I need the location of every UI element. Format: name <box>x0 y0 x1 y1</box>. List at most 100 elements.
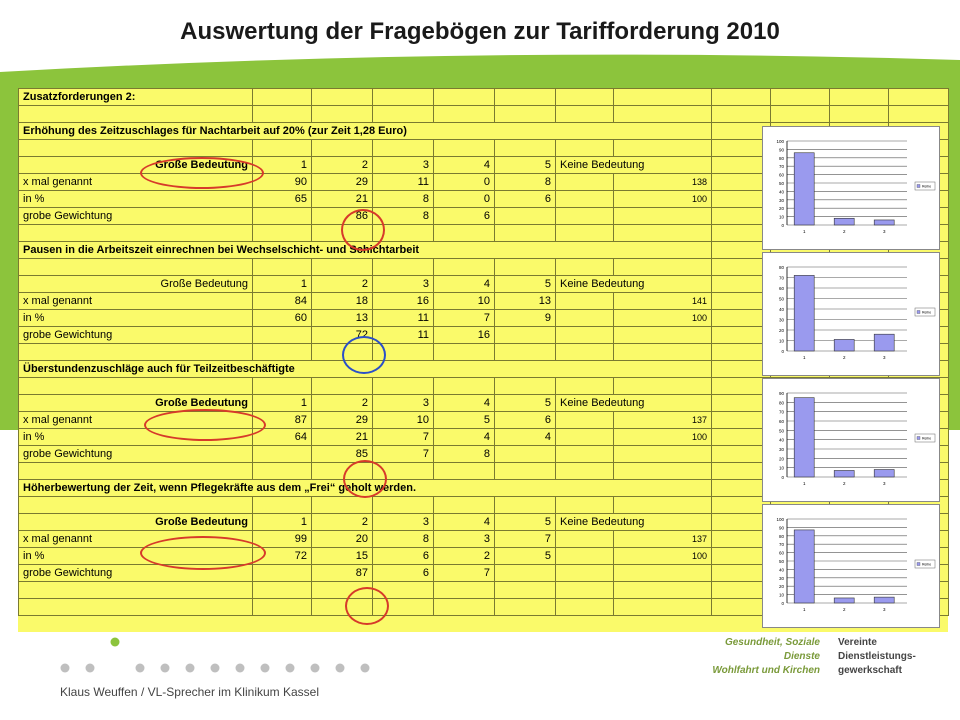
empty-cell <box>252 598 312 616</box>
empty-cell <box>613 326 712 344</box>
empty-cell <box>311 462 373 480</box>
empty-cell <box>252 139 312 157</box>
bar <box>833 217 855 226</box>
y-tick-label: 100 <box>776 139 784 144</box>
weighting-label: grobe Gewichtung <box>18 207 253 225</box>
empty-cell <box>613 581 712 599</box>
empty-cell <box>372 105 434 123</box>
empty-cell <box>494 258 556 276</box>
weighting-value: 85 <box>311 445 373 463</box>
count-label: x mal genannt <box>18 173 253 191</box>
none-label: Keine Bedeutung <box>555 275 712 293</box>
scale-value: 2 <box>311 156 373 174</box>
empty-cell <box>433 598 495 616</box>
y-tick-label: 20 <box>779 584 785 589</box>
count-label: x mal genannt <box>18 292 253 310</box>
empty-cell <box>555 377 614 395</box>
empty-cell <box>18 377 253 395</box>
empty-cell <box>613 105 712 123</box>
y-tick-label: 50 <box>779 181 785 186</box>
empty-cell <box>555 139 614 157</box>
empty-cell <box>252 207 312 225</box>
legend-box <box>914 307 936 317</box>
empty-cell <box>372 581 434 599</box>
percent-total: 100 <box>613 309 712 327</box>
empty-cell <box>494 581 556 599</box>
empty-cell <box>555 326 614 344</box>
weighting-value: 11 <box>372 326 434 344</box>
empty-cell <box>18 105 253 123</box>
empty-cell <box>252 343 312 361</box>
empty-cell <box>433 581 495 599</box>
y-tick-label: 40 <box>779 307 785 312</box>
scale-value: 3 <box>372 394 434 412</box>
empty-cell <box>18 343 253 361</box>
y-tick-label: 30 <box>779 318 785 323</box>
y-tick-label: 50 <box>779 559 785 564</box>
empty-cell <box>555 173 614 191</box>
scale-label: Große Bedeutung <box>18 275 253 293</box>
empty-cell <box>555 88 614 106</box>
y-tick-label: 70 <box>779 410 785 415</box>
x-tick-label: 3 <box>883 481 886 486</box>
none-label: Keine Bedeutung <box>555 156 712 174</box>
y-tick-label: 50 <box>779 428 785 433</box>
weighting-value: 86 <box>311 207 373 225</box>
empty-cell <box>613 139 712 157</box>
percent-value: 6 <box>494 190 556 208</box>
percent-total: 100 <box>613 190 712 208</box>
y-tick-label: 30 <box>779 576 785 581</box>
mini-bar-chart-2: 80 70 60 50 40 30 20 10 0 1 2 3 Reihe <box>762 252 940 376</box>
bar <box>793 152 815 226</box>
empty-cell <box>494 598 556 616</box>
brand-department: Gesundheit, Soziale Dienste Wohlfahrt un… <box>688 636 820 678</box>
empty-cell <box>311 105 373 123</box>
percent-total: 100 <box>613 428 712 446</box>
y-tick-label: 100 <box>776 517 784 522</box>
count-value: 6 <box>494 411 556 429</box>
scale-value: 1 <box>252 513 312 531</box>
scale-row: Große Bedeutung 1 2 3 4 5 Keine Bedeutung <box>18 394 949 412</box>
scale-value: 1 <box>252 156 312 174</box>
verdi-brand-block: Gesundheit, Soziale Dienste Wohlfahrt un… <box>688 636 948 680</box>
scale-value: 4 <box>433 275 495 293</box>
empty-cell <box>770 105 830 123</box>
y-tick-label: 0 <box>781 223 784 228</box>
y-tick-label: 0 <box>781 475 784 480</box>
empty-cell <box>433 462 495 480</box>
empty-cell <box>311 224 373 242</box>
count-value: 11 <box>372 173 434 191</box>
percent-value: 21 <box>311 190 373 208</box>
percent-label: in % <box>18 190 253 208</box>
y-tick-label: 30 <box>779 447 785 452</box>
brand-name-line-3: gewerkschaft <box>838 665 902 676</box>
none-label: Keine Bedeutung <box>555 394 712 412</box>
empty-cell <box>555 105 614 123</box>
weighting-value: 72 <box>311 326 373 344</box>
section-title: Pausen in die Arbeitszeit einrechnen bei… <box>18 241 712 259</box>
count-label: x mal genannt <box>18 530 253 548</box>
weighting-label: grobe Gewichtung <box>18 564 253 582</box>
empty-cell <box>433 377 495 395</box>
percent-total: 100 <box>613 547 712 565</box>
empty-cell <box>372 598 434 616</box>
scale-value: 2 <box>311 394 373 412</box>
percent-row: in % 64 21 7 4 4 100 <box>18 428 949 446</box>
empty-cell <box>494 343 556 361</box>
empty-cell <box>613 88 712 106</box>
empty-cell <box>555 292 614 310</box>
empty-cell <box>311 598 373 616</box>
scale-value: 1 <box>252 275 312 293</box>
empty-cell <box>613 564 712 582</box>
x-tick-label: 2 <box>843 355 846 360</box>
count-total: 141 <box>613 292 712 310</box>
spacer-row <box>18 105 949 123</box>
empty-cell <box>252 564 312 582</box>
empty-cell <box>252 326 312 344</box>
empty-cell <box>311 496 373 514</box>
scale-label: Große Bedeutung <box>18 394 253 412</box>
empty-cell <box>372 377 434 395</box>
count-value: 90 <box>252 173 312 191</box>
empty-cell <box>829 105 889 123</box>
